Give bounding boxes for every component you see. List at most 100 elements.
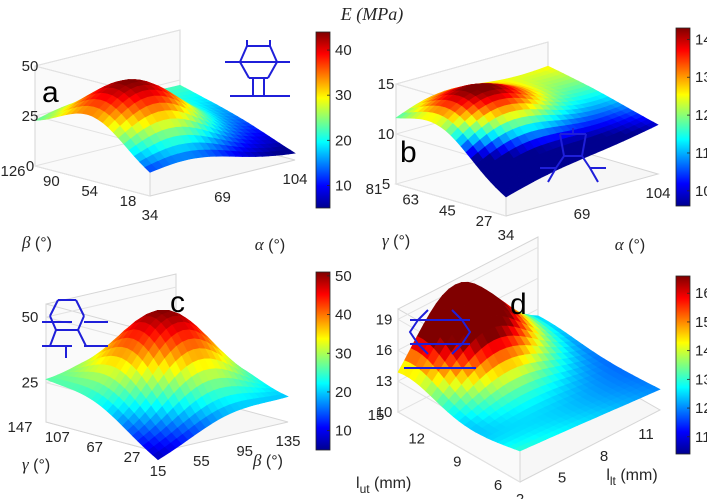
panel-a: 34 69 104 18 54 90 126 0 25 50 α (°) β (°) a 10 20 30 40 [0,29,352,254]
y-tick-label: 6 [494,477,502,494]
y-tick-label: 63 [402,192,419,209]
panel-label: a [42,76,59,109]
z-tick-label: 16 [376,342,393,359]
z-tick-label: 50 [22,58,39,75]
panel-label: d [510,288,527,321]
y-axis-label: lut (mm) [356,475,411,496]
x-tick-label: 15 [150,463,167,480]
y-tick-label: 81 [366,181,383,198]
panel-label: b [400,136,417,169]
y-tick-label: 90 [43,173,60,190]
colorbar-tick-label: 40 [335,42,352,59]
panel-c: 15 55 95 135 27 67 107 147 25 50 β (°) γ (°) c 10 20 30… [7,268,351,480]
colorbar-tick-label: 13 [695,69,707,86]
z-tick-label: 19 [376,311,393,328]
panel-d: 2581169121510131619llt (mm)lut (mm)d1112… [356,236,707,499]
surface [395,65,659,198]
unit-cell-path [225,40,290,97]
surface [45,309,289,461]
x-axis-label: α (°) [615,235,645,254]
x-tick-label: 135 [275,433,300,450]
colorbar: 10 11 12 13 14 [675,27,707,207]
y-tick-label: 27 [476,213,493,230]
x-tick-label: 2 [516,491,524,499]
y-tick-label: 15 [368,407,385,424]
x-tick-label: 55 [193,453,210,470]
x-tick-label: 34 [142,207,159,224]
colorbar-tick-label: 10 [335,423,352,440]
y-tick-label: 54 [81,183,98,200]
x-tick-label: 69 [574,206,591,223]
surface-cell [152,451,165,461]
z-tick-label: 10 [378,126,395,143]
y-axis-label: γ (°) [382,231,410,250]
x-axis-label: llt (mm) [606,467,657,488]
colorbar-tick-label: 11 [695,429,707,446]
z-tick-label: 15 [378,76,395,93]
y-tick-label: 45 [439,202,456,219]
panel-label: c [170,286,185,319]
unit-cell-path [404,309,476,369]
colorbar-tick-label: 30 [335,345,352,362]
y-tick-label: 9 [453,454,461,471]
surface-cell [513,445,528,452]
y-axis-label: β (°) [21,233,52,252]
x-tick-label: 104 [645,185,670,202]
y-tick-label: 67 [86,439,103,456]
x-tick-label: 11 [638,426,654,443]
x-tick-label: 95 [236,443,253,460]
x-tick-label: 34 [498,227,515,244]
colorbar: 11 12 13 14 15 16 [675,275,707,455]
figure-title: E (MPa) [340,4,403,25]
x-axis-label: α (°) [255,235,285,254]
colorbar-tick-label: 40 [335,307,352,324]
colorbar-tick-label: 15 [695,314,707,331]
z-tick-label: 25 [22,108,39,125]
x-tick-label: 104 [282,171,307,188]
y-tick-label: 147 [7,419,32,436]
colorbar-gradient [675,27,691,207]
y-axis-label: γ (°) [22,455,50,474]
unit-cell-icon [540,128,606,183]
colorbar-tick-label: 14 [695,343,707,360]
colorbar-gradient [675,275,691,455]
colorbar-tick-label: 10 [695,183,707,200]
y-tick-label: 12 [408,430,425,447]
colorbar-tick-label: 14 [695,31,707,48]
x-tick-label: 5 [558,469,566,486]
surface [397,281,661,452]
colorbar: 10 20 30 40 [315,31,352,209]
x-tick-label: 69 [214,189,231,206]
unit-cell-icon [42,299,108,358]
y-tick-label: 27 [124,449,141,466]
z-tick-label: 50 [22,309,39,326]
z-tick-label: 25 [22,375,39,392]
colorbar-tick-label: 50 [335,268,352,285]
surface [34,79,296,173]
unit-cell-path [540,128,606,183]
y-tick-label: 126 [0,163,25,180]
colorbar-tick-label: 11 [695,145,707,162]
x-tick-label: 8 [600,448,608,465]
y-tick-label: 18 [120,193,137,210]
colorbar-tick-label: 13 [695,371,707,388]
colorbar-tick-label: 12 [695,107,707,124]
colorbar: 10 20 30 40 50 [315,268,352,451]
surface-cell [500,187,514,198]
colorbar-tick-label: 30 [335,87,352,104]
colorbar-tick-label: 20 [335,132,352,149]
colorbar-tick-label: 12 [695,400,707,417]
z-tick-label: 5 [382,176,390,193]
y-tick-label: 107 [45,429,70,446]
z-tick-label: 10 [376,404,393,421]
unit-cell-icon [225,40,290,97]
x-axis-label: β (°) [252,451,283,470]
colorbar-tick-label: 16 [695,285,707,302]
unit-cell-icon [404,309,476,369]
colorbar-gradient [315,31,331,209]
surface-cell [144,163,158,173]
z-tick-label: 13 [376,373,393,390]
unit-cell-path [42,299,108,358]
